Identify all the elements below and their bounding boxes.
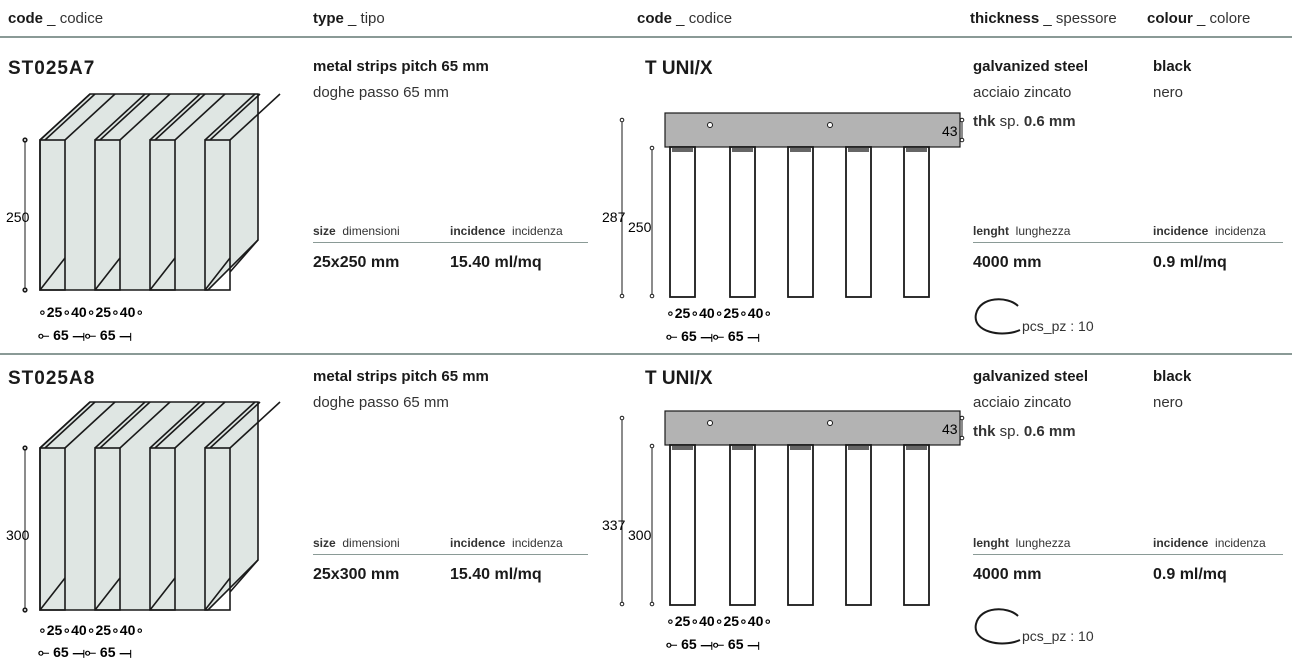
- length-label: lenght lunghezza: [973, 536, 1071, 550]
- carrier-incidence-label: incidence incidenza: [1153, 536, 1266, 550]
- svg-text:∘25∘40∘25∘40∘: ∘25∘40∘25∘40∘: [666, 613, 772, 629]
- product-code: ST025A8: [8, 368, 96, 389]
- row-subdivider: [973, 242, 1283, 243]
- header-thickness: thickness _ spessore: [970, 10, 1117, 27]
- total-dimension: 287: [602, 209, 626, 225]
- header-profile-code: code _ codice: [637, 10, 733, 27]
- height-dimension: 300: [628, 527, 652, 543]
- type-italian: doghe passo 65 mm: [313, 394, 449, 411]
- material-italian: acciaio zincato: [973, 394, 1072, 411]
- svg-text:∘25∘40∘25∘40∘: ∘25∘40∘25∘40∘: [666, 305, 772, 321]
- length-value: 4000 mm: [973, 254, 1042, 271]
- profile-code: T UNI/X: [645, 58, 713, 79]
- height-dimension: 300: [6, 527, 30, 543]
- pieces-count: pcs_pz : 10: [1022, 318, 1094, 334]
- material-italian: acciaio zincato: [973, 84, 1072, 101]
- carrier-incidence-label: incidence incidenza: [1153, 224, 1266, 238]
- incidence-value: 15.40 ml/mq: [450, 254, 542, 271]
- row-subdivider: [313, 554, 588, 555]
- colour-italian: nero: [1153, 394, 1184, 411]
- size-value: 25x250 mm: [313, 254, 400, 271]
- type-english: metal strips pitch 65 mm: [313, 58, 489, 75]
- colour-italian: nero: [1153, 84, 1184, 101]
- profile-code: T UNI/X: [645, 368, 713, 389]
- carrier-dimension: 43: [942, 421, 958, 437]
- type-english: metal strips pitch 65 mm: [313, 368, 489, 385]
- svg-text:⟜ 65 ⟞⟜ 65 ⟞: ⟜ 65 ⟞⟜ 65 ⟞: [666, 636, 760, 652]
- product-code: ST025A7: [8, 58, 96, 79]
- colour-english: black: [1153, 58, 1192, 75]
- header-divider: [0, 36, 1292, 38]
- row-subdivider: [973, 554, 1283, 555]
- panel-illustration: 250 ∘25∘40∘25∘40∘ ⟜ 65 ⟞⟜ 65 ⟞: [6, 93, 281, 343]
- panel-illustration: 300 ∘25∘40∘25∘40∘ ⟜ 65 ⟞⟜ 65 ⟞: [6, 401, 281, 659]
- header-type: type _ tipo: [313, 10, 385, 27]
- length-value: 4000 mm: [973, 566, 1042, 583]
- svg-text:⟜ 65 ⟞⟜ 65 ⟞: ⟜ 65 ⟞⟜ 65 ⟞: [666, 328, 760, 344]
- thickness-value: thk sp. 0.6 mm: [973, 423, 1076, 440]
- svg-text:∘25∘40∘25∘40∘: ∘25∘40∘25∘40∘: [38, 304, 144, 320]
- coil-icon: [974, 298, 1021, 335]
- row-divider: [0, 353, 1292, 355]
- carrier-dimension: 43: [942, 123, 958, 139]
- thickness-value: thk sp. 0.6 mm: [973, 113, 1076, 130]
- carrier-incidence-value: 0.9 ml/mq: [1153, 566, 1227, 583]
- material-english: galvanized steel: [973, 58, 1089, 75]
- height-dimension: 250: [6, 209, 30, 225]
- carrier-incidence-value: 0.9 ml/mq: [1153, 254, 1227, 271]
- size-value: 25x300 mm: [313, 566, 400, 583]
- total-dimension: 337: [602, 517, 626, 533]
- height-dimension: 250: [628, 219, 652, 235]
- row-subdivider: [313, 242, 588, 243]
- header-code: code _ codice: [8, 10, 104, 27]
- colour-english: black: [1153, 368, 1192, 385]
- profile-drawing: 337 300 43 ∘25∘40∘25∘40∘ ⟜ 65 ⟞⟜ 65 ⟞: [602, 410, 965, 652]
- size-label: size dimensioni: [313, 536, 400, 550]
- incidence-label: incidence incidenza: [450, 536, 563, 550]
- incidence-label: incidence incidenza: [450, 224, 563, 238]
- svg-text:∘25∘40∘25∘40∘: ∘25∘40∘25∘40∘: [38, 622, 144, 638]
- coil-icon: [974, 608, 1021, 645]
- type-italian: doghe passo 65 mm: [313, 84, 449, 101]
- svg-text:⟜ 65 ⟞⟜ 65 ⟞: ⟜ 65 ⟞⟜ 65 ⟞: [38, 644, 132, 659]
- length-label: lenght lunghezza: [973, 224, 1071, 238]
- material-english: galvanized steel: [973, 368, 1089, 385]
- size-label: size dimensioni: [313, 224, 400, 238]
- profile-drawing: 287 250 43 ∘25∘40∘25∘40∘ ⟜ 65 ⟞⟜ 65 ⟞: [602, 112, 965, 344]
- pieces-count: pcs_pz : 10: [1022, 628, 1094, 644]
- header-colour: colour _ colore: [1147, 10, 1251, 27]
- incidence-value: 15.40 ml/mq: [450, 566, 542, 583]
- svg-text:⟜ 65 ⟞⟜ 65 ⟞: ⟜ 65 ⟞⟜ 65 ⟞: [38, 327, 132, 343]
